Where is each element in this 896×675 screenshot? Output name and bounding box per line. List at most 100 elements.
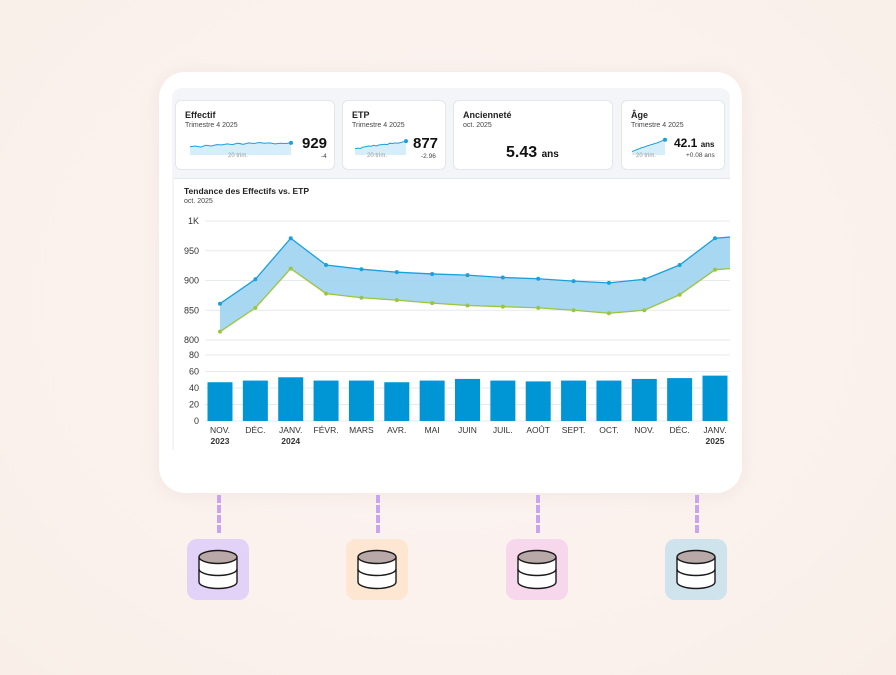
bar[interactable]	[631, 378, 657, 421]
bar[interactable]	[702, 375, 728, 421]
kpi-subtitle: Trimestre 4 2025	[185, 122, 238, 129]
etp-point[interactable]	[324, 291, 329, 296]
bar[interactable]	[667, 378, 693, 421]
y-tick-label: 20	[189, 400, 199, 410]
database-ring	[198, 568, 238, 577]
bar[interactable]	[278, 377, 304, 421]
kpi-subtitle: Trimestre 4 2025	[631, 122, 684, 129]
database-body	[676, 557, 716, 590]
x-tick-label: DÉC.	[669, 425, 689, 435]
kpi-delta: -4	[321, 153, 327, 160]
x-tick-year: 2024	[281, 436, 300, 446]
database-ring	[517, 568, 557, 577]
effectif-point[interactable]	[642, 277, 647, 282]
connector-3	[536, 495, 540, 533]
kpi-card-effectif[interactable]: Effectif Trimestre 4 2025 20 trim. 929 -…	[175, 100, 335, 170]
etp-point[interactable]	[394, 298, 399, 303]
effectif-point[interactable]	[677, 263, 682, 268]
etp-point[interactable]	[713, 267, 717, 272]
etp-point[interactable]	[465, 303, 470, 308]
kpi-value-row: 42.1 ans	[674, 136, 715, 150]
effectif-point[interactable]	[713, 236, 717, 241]
bar[interactable]	[455, 378, 480, 421]
effectif-point[interactable]	[359, 267, 364, 272]
effectif-point[interactable]	[324, 263, 329, 268]
database-top	[357, 549, 397, 565]
effectif-point[interactable]	[253, 277, 258, 282]
database-body	[357, 557, 397, 590]
database-body	[517, 557, 557, 590]
bar[interactable]	[313, 380, 339, 421]
x-tick-label: JUIN	[458, 425, 477, 435]
kpi-spark-label: 20 trim.	[367, 153, 388, 159]
kpi-subtitle: Trimestre 4 2025	[352, 122, 405, 129]
database-top	[517, 549, 557, 565]
bar[interactable]	[490, 380, 516, 421]
connector-2	[376, 495, 380, 533]
effectif-point[interactable]	[288, 236, 293, 241]
etp-point[interactable]	[430, 301, 435, 306]
kpi-value: 42.1	[674, 136, 698, 150]
kpi-card-etp[interactable]: ETP Trimestre 4 2025 20 trim. 877 -2.96	[342, 100, 446, 170]
etp-point[interactable]	[253, 305, 258, 310]
database-icon	[517, 549, 557, 590]
y-tick-label: 0	[194, 416, 199, 426]
database-tile-2[interactable]	[346, 539, 408, 600]
etp-point[interactable]	[359, 295, 364, 300]
sparkline-line	[190, 141, 292, 148]
etp-point[interactable]	[677, 292, 682, 297]
bar[interactable]	[348, 380, 374, 421]
bar[interactable]	[525, 381, 551, 421]
kpi-card-age[interactable]: Âge Trimestre 4 2025 20 trim. 42.1 ans +…	[621, 100, 725, 170]
kpi-spark-label: 20 trim.	[228, 153, 249, 159]
sparkline-area	[190, 142, 291, 155]
etp-point[interactable]	[606, 311, 611, 316]
x-tick-year: 2023	[211, 436, 230, 446]
etp-point[interactable]	[536, 305, 541, 310]
effectif-point[interactable]	[571, 279, 576, 284]
effectif-point[interactable]	[500, 275, 505, 280]
database-tile-4[interactable]	[665, 539, 727, 600]
x-tick-label: JANV.	[703, 425, 726, 435]
x-tick-label: SEPT.	[562, 425, 586, 435]
x-tick-year: 2025	[706, 436, 725, 446]
connector-4	[695, 495, 699, 533]
database-tile-3[interactable]	[506, 539, 568, 600]
etp-point[interactable]	[500, 304, 505, 309]
chart-subtitle: oct. 2025	[184, 198, 213, 205]
effectif-point[interactable]	[394, 270, 399, 275]
x-tick-label: NOV.	[210, 425, 230, 435]
database-icon	[357, 549, 397, 590]
x-tick-label: OCT.	[599, 425, 618, 435]
y-tick-label: 40	[189, 383, 199, 393]
etp-point[interactable]	[218, 329, 222, 334]
effectif-point[interactable]	[536, 276, 541, 281]
etp-point[interactable]	[571, 308, 576, 313]
x-tick-label: AVR.	[387, 425, 406, 435]
etp-point[interactable]	[642, 308, 647, 313]
kpi-card-anciennete[interactable]: Ancienneté oct. 2025 5.43 ans	[453, 100, 613, 170]
kpi-sparkline	[632, 137, 667, 155]
bar[interactable]	[419, 380, 445, 421]
bar[interactable]	[242, 380, 268, 421]
effectif-point[interactable]	[465, 273, 470, 278]
kpi-value: 877	[413, 135, 439, 152]
effectif-point[interactable]	[218, 301, 222, 306]
etp-point[interactable]	[288, 266, 293, 271]
bar[interactable]	[561, 380, 587, 421]
effectif-point[interactable]	[430, 271, 435, 276]
kpi-title: Ancienneté	[463, 110, 512, 120]
database-tile-1[interactable]	[187, 539, 249, 600]
kpi-value: 5.43	[506, 144, 538, 161]
bar[interactable]	[596, 380, 622, 421]
sparkline-area	[355, 141, 406, 155]
database-ring	[676, 568, 716, 577]
bar[interactable]	[384, 382, 410, 421]
kpi-title: Âge	[631, 110, 649, 120]
kpi-subtitle: oct. 2025	[463, 122, 492, 129]
y-tick-label: 850	[184, 305, 199, 315]
effectif-point[interactable]	[606, 280, 611, 285]
kpi-value: 929	[302, 135, 328, 152]
bar[interactable]	[207, 382, 233, 421]
